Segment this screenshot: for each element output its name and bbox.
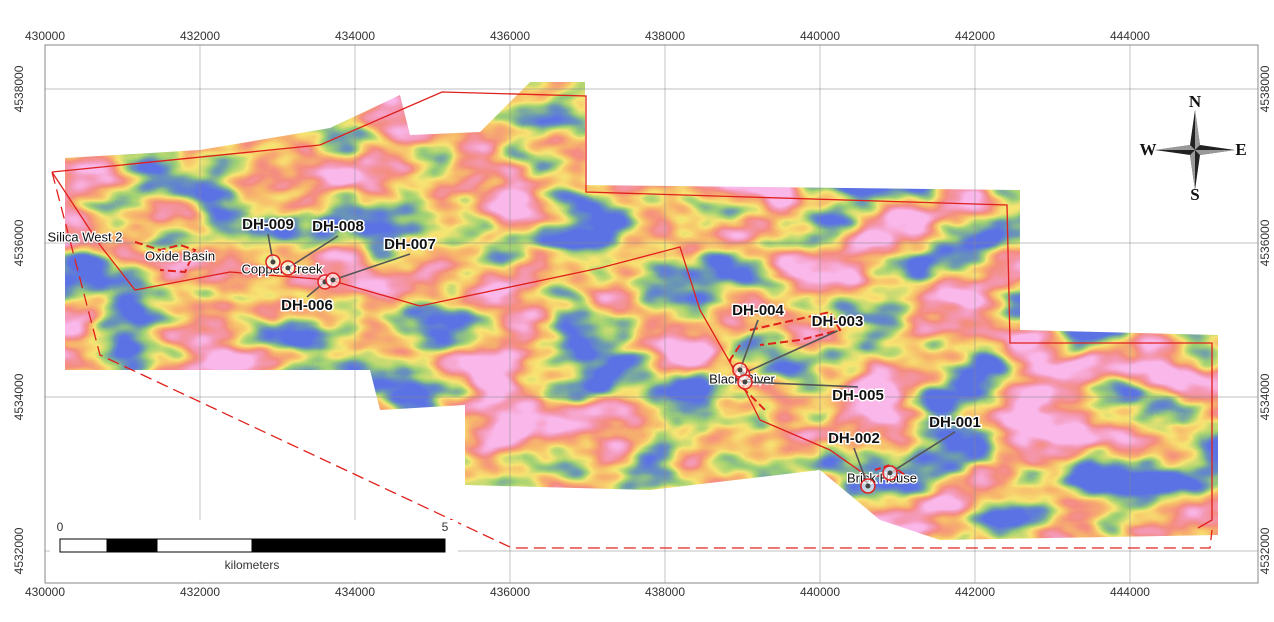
x-tick-label-top: 430000 xyxy=(25,29,65,43)
leader-line xyxy=(889,431,956,474)
graticule xyxy=(44,45,1258,583)
drillhole-dot xyxy=(330,277,336,283)
drillhole-label: DH-001 xyxy=(929,414,981,431)
leader-line xyxy=(744,381,858,388)
y-tick-label-right: 4534000 xyxy=(1258,373,1272,420)
x-tick-label-bottom: 434000 xyxy=(335,585,375,599)
place-label: Oxide Basin xyxy=(145,248,215,263)
leader-line xyxy=(332,253,411,281)
scale-bar: 0 5 kilometers xyxy=(50,520,458,582)
y-tick-label-left: 4536000 xyxy=(12,219,26,266)
drillhole-dot xyxy=(270,259,276,265)
drillhole-dot xyxy=(865,483,871,489)
place-label: Silica West 2 xyxy=(48,229,123,244)
x-tick-label-bottom: 444000 xyxy=(1110,585,1150,599)
y-tick-label-right: 4536000 xyxy=(1258,219,1272,266)
claim-outline xyxy=(51,91,1213,549)
drillhole-label: DH-009 xyxy=(242,216,294,233)
y-tick-label-left: 4538000 xyxy=(12,65,26,112)
compass: N S E W xyxy=(1140,92,1247,204)
y-tick-label-left: 4532000 xyxy=(12,527,26,574)
drillhole-dot xyxy=(737,367,743,373)
drillhole-label: DH-004 xyxy=(732,302,784,319)
x-tick-label-top: 438000 xyxy=(645,29,685,43)
drillhole-label: DH-006 xyxy=(281,297,333,314)
y-tick-label-right: 4538000 xyxy=(1258,65,1272,112)
scale-unit: kilometers xyxy=(225,558,280,572)
drillhole-dot xyxy=(887,470,893,476)
scale-end: 5 xyxy=(442,520,449,534)
leader-line xyxy=(742,330,838,375)
x-tick-label-top: 432000 xyxy=(180,29,220,43)
place-label: Brick House xyxy=(847,470,917,485)
drillhole-dot xyxy=(285,265,291,271)
x-tick-label-bottom: 440000 xyxy=(800,585,840,599)
y-tick-label-left: 4534000 xyxy=(12,373,26,420)
leader-line xyxy=(739,319,759,371)
x-tick-label-bottom: 430000 xyxy=(25,585,65,599)
x-tick-label-top: 442000 xyxy=(955,29,995,43)
x-tick-label-bottom: 438000 xyxy=(645,585,685,599)
leader-line xyxy=(287,235,339,269)
drillhole-label: DH-005 xyxy=(832,387,884,404)
y-tick-label-right: 4532000 xyxy=(1258,527,1272,574)
scale-start: 0 xyxy=(57,520,64,534)
drillhole-label: DH-002 xyxy=(828,430,880,447)
x-tick-label-top: 434000 xyxy=(335,29,375,43)
x-tick-label-top: 444000 xyxy=(1110,29,1150,43)
x-tick-label-bottom: 442000 xyxy=(955,585,995,599)
compass-east: E xyxy=(1235,140,1246,159)
x-tick-label-top: 440000 xyxy=(800,29,840,43)
drillhole-dot xyxy=(742,379,748,385)
x-tick-label-top: 436000 xyxy=(490,29,530,43)
drillhole-label: DH-007 xyxy=(384,236,436,253)
compass-south: S xyxy=(1190,185,1199,204)
x-tick-label-bottom: 436000 xyxy=(490,585,530,599)
compass-north: N xyxy=(1189,92,1202,111)
drillhole-label: DH-003 xyxy=(812,313,864,330)
compass-west: W xyxy=(1140,140,1157,159)
drillhole-label: DH-008 xyxy=(312,218,364,235)
x-tick-label-bottom: 432000 xyxy=(180,585,220,599)
